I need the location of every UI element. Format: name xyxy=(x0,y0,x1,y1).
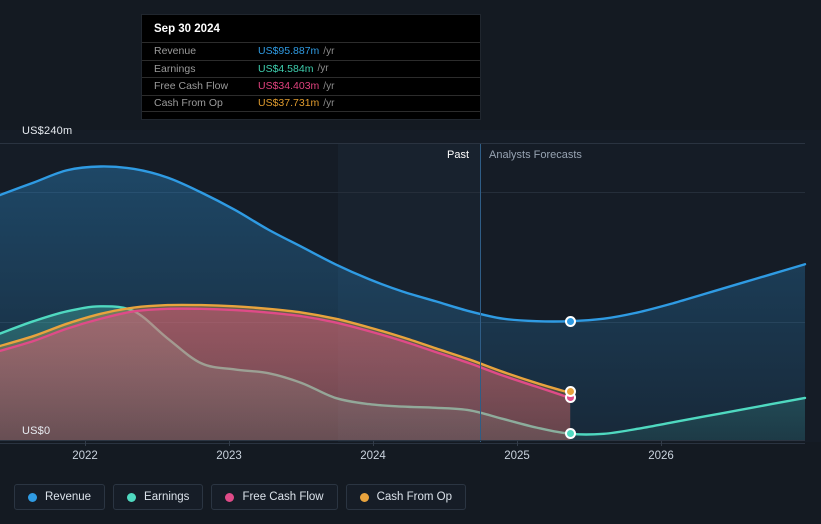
forecast-divider-line xyxy=(480,143,481,442)
revenue-line xyxy=(0,165,807,323)
tooltip-date: Sep 30 2024 xyxy=(154,23,220,35)
tooltip-row: Earnings US$4.584m/yr xyxy=(142,59,480,78)
tooltip-row: Free Cash Flow US$34.403m/yr xyxy=(142,77,480,95)
legend-item-label: Earnings xyxy=(144,491,190,503)
x-tick-mark-2025 xyxy=(517,441,518,446)
tooltip-row: Revenue US$95.887m/yr xyxy=(142,42,480,60)
marker-cash-from-op xyxy=(564,385,576,397)
x-tick-2023: 2023 xyxy=(216,450,242,462)
tooltip-row-unit: /yr xyxy=(317,63,329,75)
legend-item-label: Cash From Op xyxy=(376,491,453,503)
x-tick-2022: 2022 xyxy=(72,450,98,462)
legend-swatch-icon xyxy=(28,492,37,502)
legend-item-earnings[interactable]: Earnings xyxy=(113,484,204,510)
plot-frame xyxy=(0,143,805,444)
analysts-forecasts-label: Analysts Forecasts xyxy=(489,149,582,161)
tooltip-row: Cash From Op US$37.731m/yr xyxy=(142,94,480,112)
past-label: Past xyxy=(447,149,470,161)
legend-item-label: Revenue xyxy=(45,491,92,503)
chart-plot-area xyxy=(0,130,821,444)
data-tooltip: Sep 30 2024 Revenue US$95.887m/yr Earnings… xyxy=(141,14,481,120)
y-axis-top-label: US$240m xyxy=(22,125,73,137)
chart-legend: Revenue Earnings Free Cash Flow Cash From O… xyxy=(14,484,467,510)
tooltip-row-unit: /yr xyxy=(323,45,335,57)
tooltip-row-value: US$37.731m xyxy=(258,97,320,110)
x-tick-2026: 2026 xyxy=(648,450,674,462)
tooltip-row-label: Free Cash Flow xyxy=(154,80,229,93)
x-tick-mark-2026 xyxy=(661,441,662,446)
free-cash-flow-line xyxy=(0,307,572,400)
cash-from-op-line xyxy=(0,303,572,395)
gridline-180m xyxy=(0,192,805,193)
x-tick-mark-2022 xyxy=(85,441,86,446)
tooltip-row-value: US$34.403m xyxy=(258,80,320,93)
x-tick-2025: 2025 xyxy=(504,450,530,462)
tooltip-row-value: US$95.887m xyxy=(258,45,320,58)
legend-swatch-icon xyxy=(359,492,369,502)
x-tick-2024: 2024 xyxy=(360,450,386,462)
legend-item-cash-from-op[interactable]: Cash From Op xyxy=(345,484,467,510)
tooltip-row-unit: /yr xyxy=(323,80,335,92)
tooltip-row-label: Revenue xyxy=(154,45,197,58)
free-cash-flow-area xyxy=(0,308,571,440)
tooltip-row-label: Earnings xyxy=(154,62,196,75)
legend-swatch-icon xyxy=(127,492,137,502)
legend-swatch-icon xyxy=(225,492,235,502)
legend-item-revenue[interactable]: Revenue xyxy=(14,484,106,510)
legend-item-label: Free Cash Flow xyxy=(242,491,324,503)
tooltip-rows: Revenue US$95.887m/yr Earnings US$4.584m/yr… xyxy=(142,42,480,112)
tooltip-row-value: US$4.584m xyxy=(258,62,314,75)
x-axis-baseline xyxy=(0,440,805,441)
x-axis-labels: 2022 2023 2024 2025 2026 xyxy=(0,450,821,468)
marker-revenue xyxy=(564,315,576,327)
legend-item-free-cash-flow[interactable]: Free Cash Flow xyxy=(211,484,338,510)
tooltip-row-label: Cash From Op xyxy=(154,97,223,110)
tooltip-row-unit: /yr xyxy=(323,97,335,109)
marker-earnings xyxy=(564,428,576,440)
x-tick-mark-2024 xyxy=(373,441,374,446)
y-axis-bottom-label: US$0 xyxy=(22,425,51,437)
series-svg xyxy=(0,165,807,441)
x-tick-mark-2023 xyxy=(229,441,230,446)
